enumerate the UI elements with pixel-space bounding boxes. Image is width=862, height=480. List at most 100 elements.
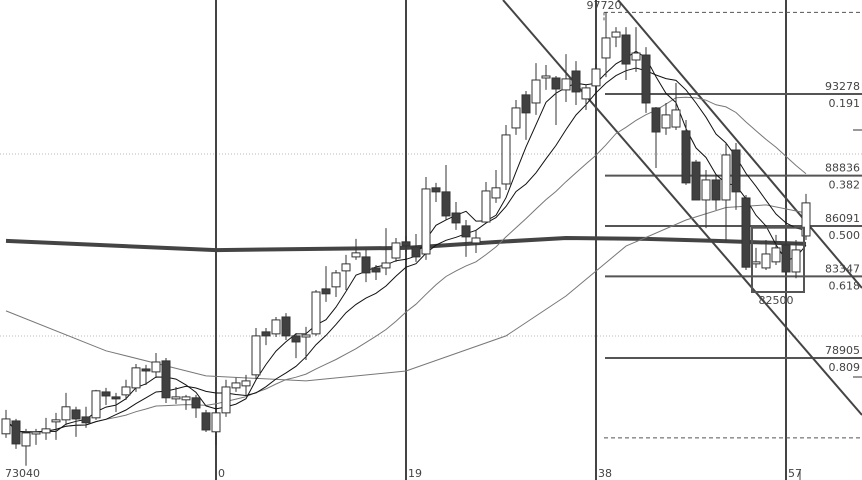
candle: [11, 418, 21, 449]
candle: [371, 264, 381, 281]
ma-10-line: [5, 67, 807, 433]
candles: [1, 12, 811, 466]
candle-body-up: [311, 291, 321, 335]
candle-body-down: [551, 77, 561, 90]
candle-body-down: [191, 397, 201, 409]
candle: [71, 406, 81, 437]
candle: [361, 249, 371, 283]
candle-body-up: [131, 367, 141, 389]
candle-body-up: [241, 380, 251, 387]
candle-body-down: [291, 335, 301, 343]
candle-body-up: [601, 37, 611, 59]
candle-body-down: [691, 161, 701, 201]
candle-body-down: [441, 191, 451, 217]
fib-price-label: 83347: [825, 262, 860, 275]
candle-body-up: [171, 396, 181, 400]
candle-body-up: [151, 361, 161, 373]
candle-body-up: [61, 406, 71, 421]
candle: [221, 379, 231, 417]
candle: [81, 406, 91, 428]
candle-body-up: [181, 396, 191, 401]
candle-body-up: [671, 109, 681, 128]
candle: [261, 327, 271, 346]
candle: [621, 27, 631, 81]
channel-upper-line[interactable]: [617, 0, 862, 289]
candle: [761, 240, 771, 270]
x-tick-label: 38: [598, 467, 612, 480]
candle-body-up: [661, 114, 671, 129]
candle: [571, 61, 581, 105]
candle: [311, 289, 321, 336]
candle: [351, 238, 361, 260]
candle-body-up: [271, 319, 281, 335]
candle: [291, 332, 301, 359]
candle: [141, 364, 151, 385]
candle: [61, 392, 71, 425]
candle: [331, 269, 341, 297]
candle: [771, 234, 781, 265]
candle-body-down: [411, 246, 421, 258]
candle: [701, 170, 711, 229]
x-axis-labels: 73040 0 19 38 57: [5, 467, 802, 480]
candle-body-up: [331, 272, 341, 288]
candle-body-up: [1, 418, 11, 435]
range-box[interactable]: [751, 226, 805, 293]
candle-body-up: [721, 154, 731, 201]
candle-body-up: [301, 334, 311, 338]
candle: [281, 313, 291, 340]
ma-slow-line: [5, 204, 807, 382]
candle: [21, 428, 31, 466]
candle: [691, 159, 701, 201]
fib-price-label: 78905: [825, 344, 860, 357]
candle-body-down: [361, 256, 371, 274]
candle: [171, 386, 181, 404]
x-tick-label: 0: [218, 467, 225, 480]
candle: [721, 143, 731, 242]
candle: [241, 374, 251, 395]
candle-body-up: [801, 202, 811, 237]
candle: [181, 394, 191, 410]
candle: [381, 228, 391, 276]
candle: [581, 84, 591, 110]
candle: [491, 170, 501, 203]
fib-ratio-label: 0.500: [829, 229, 861, 242]
candle-body-up: [341, 263, 351, 272]
candle: [161, 357, 171, 403]
candle-body-down: [451, 212, 461, 224]
fib-price-label: 88836: [825, 162, 860, 175]
candle: [31, 428, 41, 445]
candle: [401, 235, 411, 252]
box-low-label: 82500: [759, 294, 794, 307]
candle-body-down: [161, 360, 171, 399]
candle-body-up: [631, 52, 641, 61]
candle: [191, 394, 201, 418]
candle: [271, 316, 281, 337]
candle-body-up: [211, 412, 221, 433]
candle: [531, 63, 541, 115]
annotations: 82500 97720: [587, 0, 862, 378]
candle-body-up: [91, 390, 101, 419]
candle-body-up: [391, 242, 401, 259]
candle-body-up: [541, 75, 551, 79]
channel-lower-line[interactable]: [502, 0, 862, 416]
candle: [591, 64, 601, 92]
candle-body-up: [501, 134, 511, 185]
candle: [121, 379, 131, 400]
candle: [201, 409, 211, 432]
candle: [301, 326, 311, 360]
trend-channel[interactable]: [502, 0, 862, 416]
candle-body-down: [431, 187, 441, 193]
candle: [231, 377, 241, 392]
candle: [541, 64, 551, 90]
candle: [731, 143, 741, 210]
candle: [131, 364, 141, 392]
candle: [471, 229, 481, 254]
candle: [421, 176, 431, 260]
candle: [341, 254, 351, 290]
candle: [461, 219, 471, 257]
candle: [561, 54, 571, 103]
fib-price-label: 86091: [825, 212, 860, 225]
candle: [751, 247, 761, 268]
candle-body-down: [621, 34, 631, 65]
